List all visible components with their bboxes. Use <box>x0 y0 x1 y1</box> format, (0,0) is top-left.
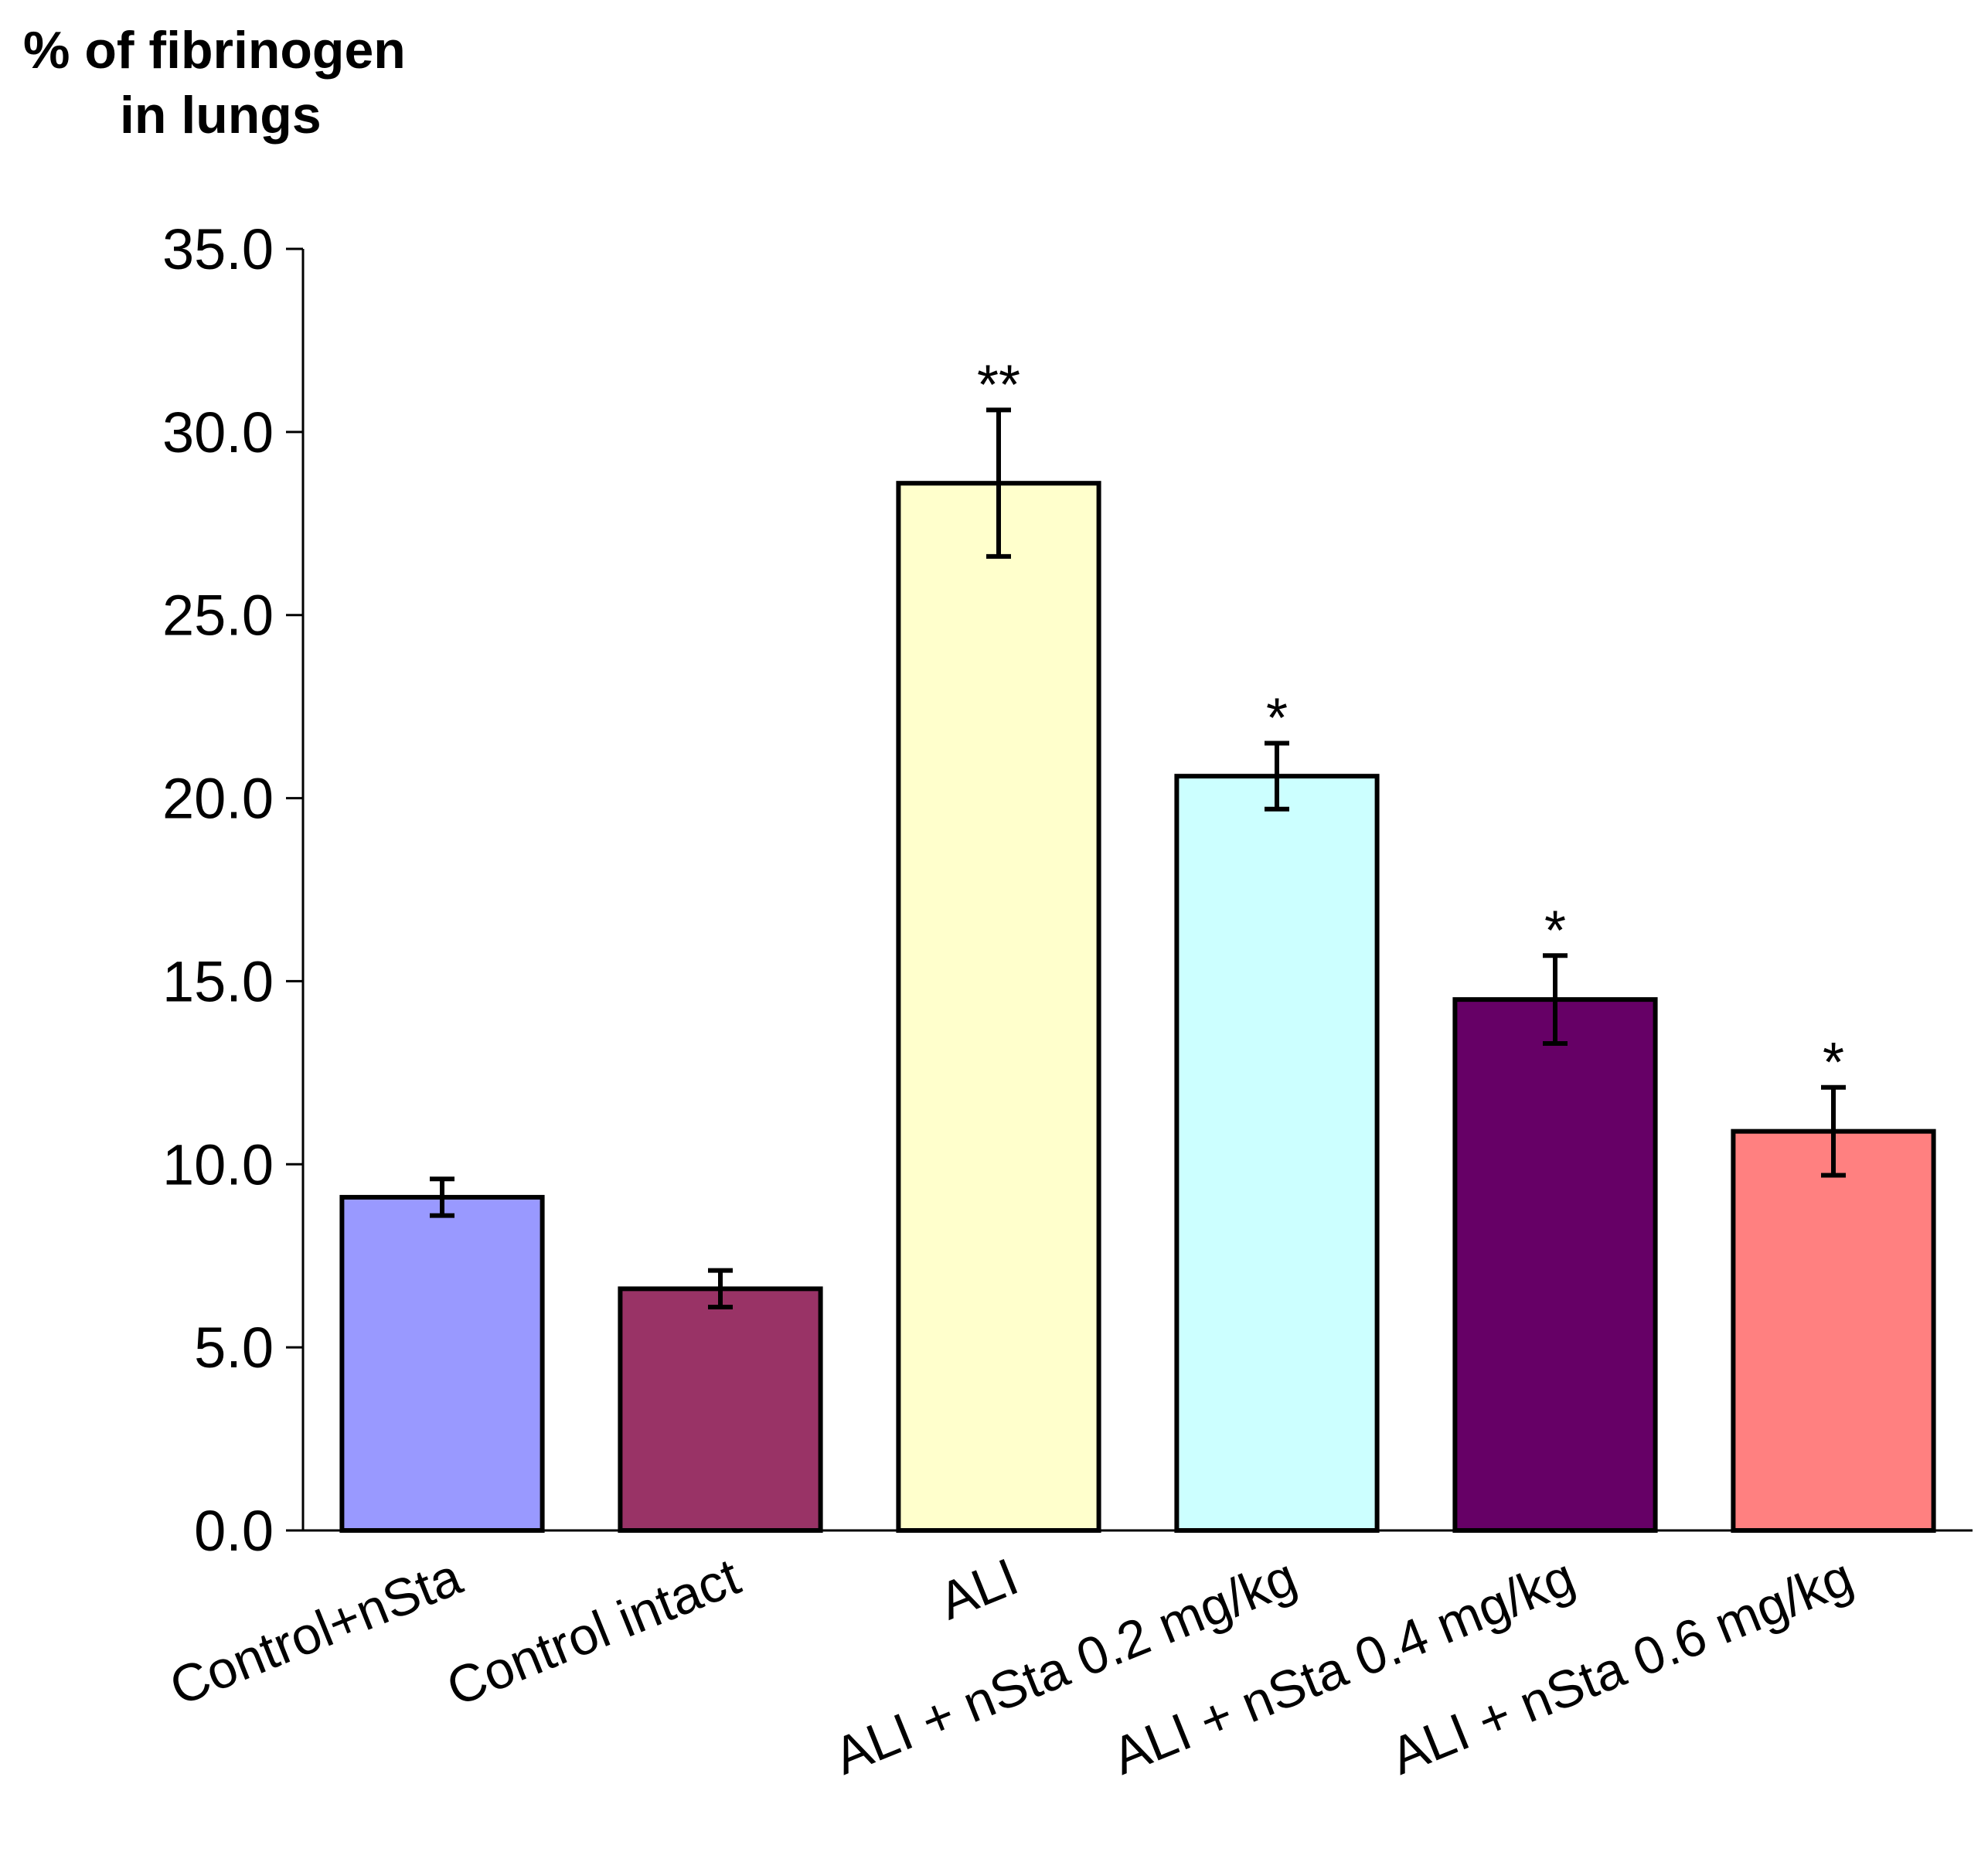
axes <box>301 249 1973 1532</box>
y-axis-title-line-1: % of fibrinogen <box>23 21 406 80</box>
error-bars <box>430 407 1846 1310</box>
bar <box>896 481 1101 1533</box>
y-tick-label: 15.0 <box>162 949 274 1013</box>
bar <box>618 1286 823 1533</box>
y-tick-label: 25.0 <box>162 584 274 648</box>
x-tick-label: Control+nSta <box>162 1547 469 1717</box>
bars <box>339 481 1936 1534</box>
y-tick-label: 20.0 <box>162 767 274 831</box>
x-tick-label: ALI <box>931 1547 1026 1631</box>
y-tick-label: 30.0 <box>162 400 274 465</box>
significance-marker: * <box>1823 1032 1844 1094</box>
significance-marker: ** <box>977 354 1020 416</box>
x-tick-label: ALI + nSta 0.6 mg/kg <box>1383 1547 1861 1786</box>
y-axis-title-line-2: in lungs <box>120 86 322 145</box>
y-tick-label: 0.0 <box>194 1499 274 1563</box>
y-tick-label: 10.0 <box>162 1132 274 1197</box>
significance-marker: * <box>1544 900 1566 962</box>
y-tick-label: 35.0 <box>162 217 274 281</box>
x-tick-label: Control intact <box>439 1547 748 1718</box>
x-tick-label: ALI + nSta 0.4 mg/kg <box>1105 1547 1583 1786</box>
x-tick-label: ALI + nSta 0.2 mg/kg <box>826 1547 1305 1786</box>
bar <box>339 1194 545 1534</box>
bar <box>1452 997 1658 1533</box>
significance-marker: * <box>1266 688 1288 750</box>
significance-markers: ***** <box>977 354 1844 1093</box>
bar <box>1174 774 1380 1533</box>
y-tick-label: 5.0 <box>194 1316 274 1380</box>
bar <box>1731 1129 1936 1534</box>
y-ticks: 0.0 5.0 10.0 15.0 20.0 25.0 30.0 35.0 <box>162 217 303 1563</box>
